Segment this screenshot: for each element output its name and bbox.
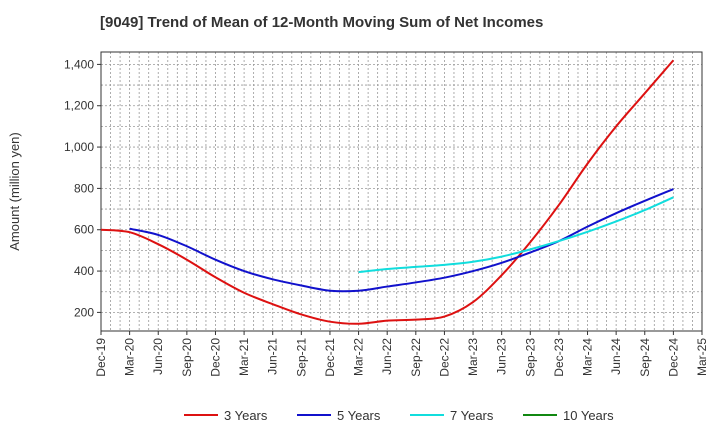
x-axis: Dec-19 Mar-20 Jun-20 Sep-20 Dec-20 Mar-21 Jun-… <box>94 331 709 377</box>
y-tick-label: 1,200 <box>64 99 94 113</box>
grid <box>101 52 702 331</box>
x-tick-label: Mar-23 <box>466 338 480 376</box>
x-tick-label: Jun-23 <box>495 338 509 375</box>
legend-label-5-years: 5 Years <box>337 408 381 423</box>
x-tick-label: Dec-24 <box>666 338 680 377</box>
legend-label-10-years: 10 Years <box>563 408 614 423</box>
x-tick-label: Sep-20 <box>180 338 194 377</box>
x-tick-label: Mar-22 <box>352 338 366 376</box>
legend-label-7-years: 7 Years <box>450 408 494 423</box>
x-tick-label: Sep-21 <box>294 338 308 377</box>
x-tick-label: Jun-22 <box>380 338 394 375</box>
x-tick-label: Dec-21 <box>323 338 337 377</box>
y-axis-label: Amount (million yen) <box>7 132 22 251</box>
x-tick-label: Sep-24 <box>638 338 652 377</box>
x-tick-label: Jun-21 <box>266 338 280 375</box>
x-tick-label: Mar-20 <box>123 338 137 376</box>
legend: 3 Years 5 Years 7 Years 10 Years <box>184 408 614 423</box>
y-tick-label: 800 <box>74 181 94 195</box>
y-tick-label: 400 <box>74 264 94 278</box>
x-tick-label: Dec-20 <box>208 338 222 377</box>
x-tick-label: Dec-22 <box>437 338 451 377</box>
series-line-5-years <box>129 188 674 293</box>
series-lines <box>100 59 675 325</box>
x-tick-label: Sep-23 <box>523 338 537 377</box>
legend-label-3-years: 3 Years <box>224 408 268 423</box>
y-axis: 200 400 600 800 1,000 1,200 1,400 <box>64 57 101 319</box>
y-tick-label: 600 <box>74 223 94 237</box>
chart-title: [9049] Trend of Mean of 12-Month Moving … <box>100 14 544 31</box>
x-tick-label: Mar-24 <box>581 338 595 376</box>
series-line-3-years <box>100 59 675 325</box>
x-tick-label: Dec-23 <box>552 338 566 377</box>
x-tick-label: Dec-19 <box>94 338 108 377</box>
series-line-7-years <box>358 196 674 274</box>
y-tick-label: 1,000 <box>64 140 94 154</box>
x-tick-label: Mar-21 <box>237 338 251 376</box>
x-tick-label: Mar-25 <box>695 338 709 376</box>
y-tick-label: 1,400 <box>64 57 94 71</box>
x-tick-label: Jun-24 <box>609 338 623 375</box>
plot-area <box>101 52 702 331</box>
x-tick-label: Jun-20 <box>151 338 165 375</box>
y-tick-label: 200 <box>74 305 94 319</box>
plot-frame <box>100 51 703 332</box>
x-tick-label: Sep-22 <box>409 338 423 377</box>
